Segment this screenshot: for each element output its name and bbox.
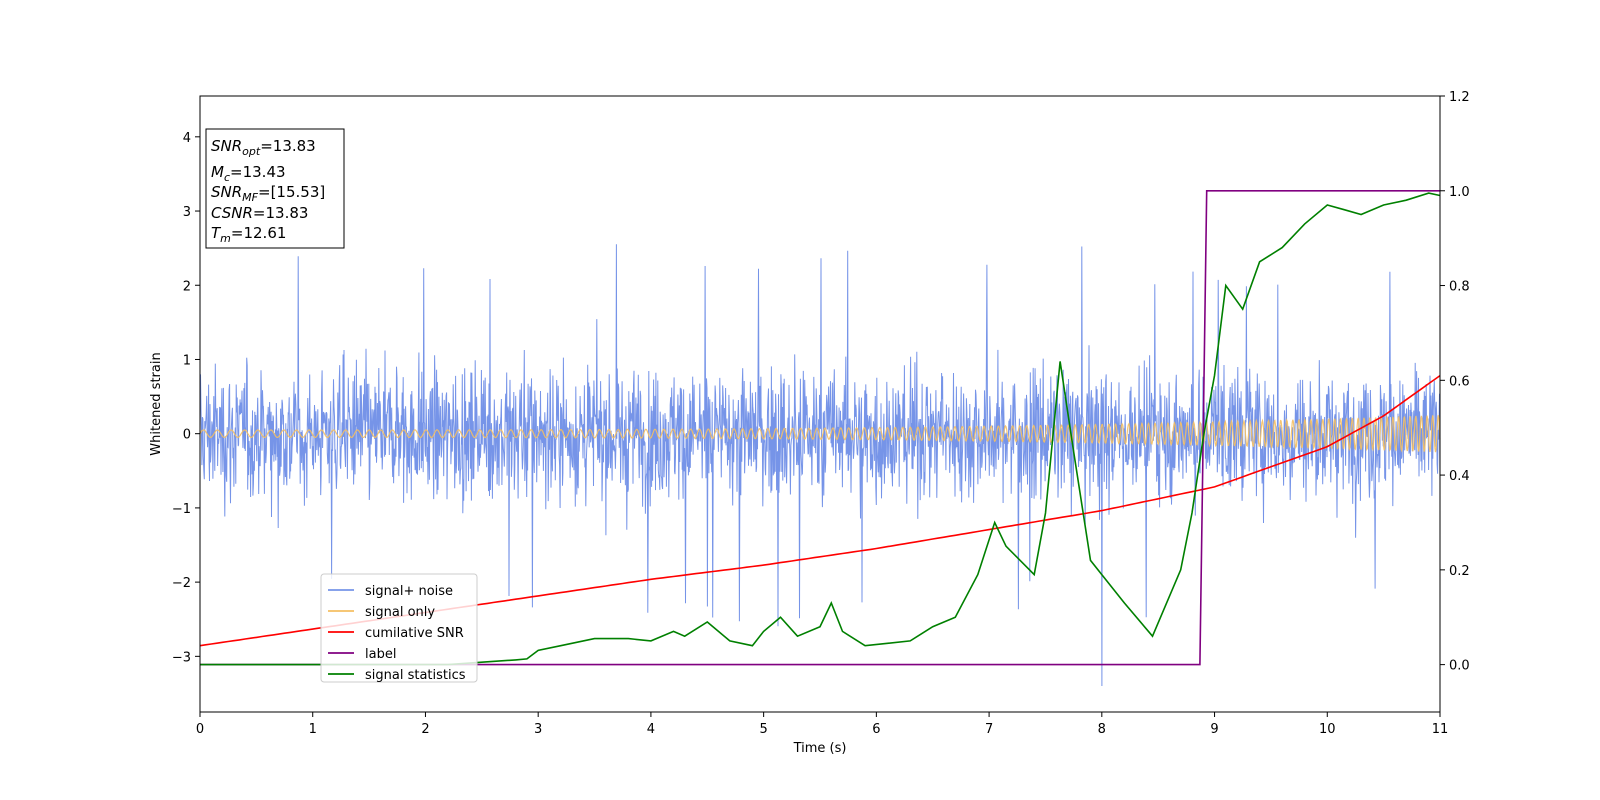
x-tick-label: 8 (1098, 722, 1106, 737)
x-tick-label: 5 (759, 722, 767, 737)
stats-snr-mf: SNRMF=[15.53] (211, 183, 325, 204)
series-signal-statistics-line (200, 192, 1441, 666)
x-tick-label: 6 (872, 722, 880, 737)
stats-box-frame (205, 128, 345, 249)
stats-snr-mf-sub: MF (242, 191, 258, 204)
y2-tick-label: 0.0 (1449, 659, 1470, 674)
x-tick-label: 1 (309, 722, 317, 737)
y-tick-label: 3 (183, 205, 191, 220)
series-label-line (200, 190, 1440, 666)
y2-tick-label: 0.6 (1449, 374, 1470, 389)
stats-csnr: CSNR=13.83 (211, 204, 308, 222)
stats-mc-symbol: M (211, 163, 224, 181)
x-tick-label: 7 (985, 722, 993, 737)
stats-snr-opt: SNRopt=13.83 (211, 137, 316, 158)
axes: 0 1 2 3 4 5 6 7 8 9 10 11 −3 −2 −1 0 1 2 3 4 0.0 0.2 0.4 0.6 0.8… (172, 90, 1470, 737)
y-tick-label: −3 (172, 650, 191, 665)
y2-tick-label: 0.8 (1449, 280, 1470, 295)
y-tick-label: 2 (183, 279, 191, 294)
stats-csnr-symbol: CSNR (211, 204, 253, 222)
stats-mc-value: =13.43 (230, 163, 286, 181)
y-tick-label: 0 (183, 428, 191, 443)
stats-tm-value: =12.61 (231, 224, 287, 242)
stats-csnr-value: =13.83 (253, 204, 309, 222)
legend-label: label (365, 647, 396, 662)
x-tick-label: 11 (1432, 722, 1449, 737)
legend: signal+ noise signal only cumilative SNR la… (320, 573, 478, 683)
x-tick-label: 2 (421, 722, 429, 737)
stats-box: SNRopt=13.83 Mc=13.43 SNRMF=[15.53] CSNR… (205, 128, 345, 249)
x-tick-label: 0 (196, 722, 204, 737)
series-signal-only-line (199, 414, 1441, 453)
x-tick-label: 10 (1319, 722, 1336, 737)
axes-frame (199, 95, 1441, 713)
legend-label: signal+ noise (365, 584, 453, 599)
y2-tick-label: 0.2 (1449, 564, 1470, 579)
y2-tick-label: 1.0 (1449, 185, 1470, 200)
x-tick-label: 3 (534, 722, 542, 737)
legend-items: signal+ noise signal only cumilative SNR la… (328, 584, 466, 683)
stats-snr-mf-value: =[15.53] (258, 183, 325, 201)
y-tick-label: −2 (172, 576, 191, 591)
legend-label: signal statistics (365, 668, 466, 683)
legend-frame (320, 573, 478, 683)
legend-label: signal only (365, 605, 435, 620)
stats-snr-mf-symbol: SNR (211, 183, 242, 201)
stats-tm: Tm=12.61 (211, 224, 286, 245)
y-tick-label: −1 (172, 502, 191, 517)
stats-tm-sub: m (220, 232, 231, 245)
legend-label: cumilative SNR (365, 626, 464, 641)
stats-mc: Mc=13.43 (211, 163, 286, 184)
y-tick-label: 1 (183, 353, 191, 368)
x-tick-label: 9 (1210, 722, 1218, 737)
y-axis-label: Whitened strain (149, 352, 164, 455)
stats-tm-symbol: T (211, 224, 222, 242)
stats-snr-opt-value: =13.83 (260, 137, 316, 155)
y-tick-label: 4 (183, 131, 191, 146)
x-axis-label: Time (s) (793, 741, 847, 756)
stats-mc-sub: c (224, 171, 230, 184)
y2-tick-label: 0.4 (1449, 469, 1470, 484)
stats-snr-opt-sub: opt (242, 145, 261, 158)
x-tick-label: 4 (647, 722, 655, 737)
y2-tick-label: 1.2 (1449, 90, 1470, 105)
stats-snr-opt-symbol: SNR (211, 137, 242, 155)
